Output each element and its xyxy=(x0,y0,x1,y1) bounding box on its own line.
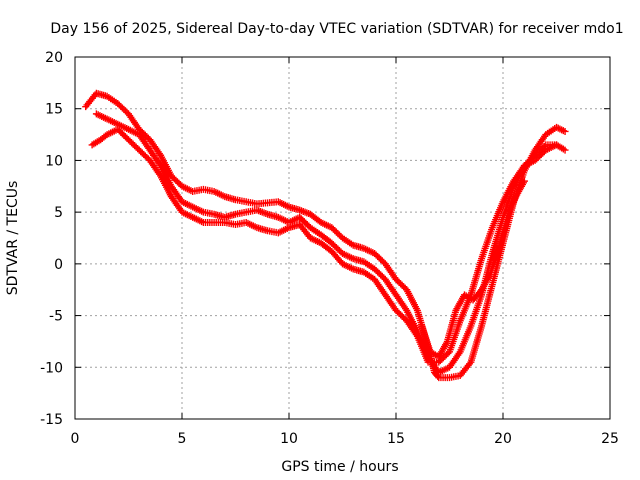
y-tick-label: 0 xyxy=(54,257,63,273)
y-tick-label: -5 xyxy=(49,309,63,325)
data-point xyxy=(520,177,528,185)
plot-frame xyxy=(74,56,611,420)
axis-ticks: 0 5 10 15 20 25 -15 -10 -5 0 5 10 15 20 xyxy=(40,50,619,447)
x-tick-label: 20 xyxy=(494,431,512,447)
data-series xyxy=(82,89,569,382)
y-tick-label: -15 xyxy=(40,412,63,428)
data-point xyxy=(561,127,569,135)
series-B xyxy=(92,110,569,376)
x-tick-label: 5 xyxy=(178,431,187,447)
y-tick-label: 15 xyxy=(45,102,63,118)
y-tick-label: 5 xyxy=(54,205,63,221)
x-axis-label: GPS time / hours xyxy=(281,459,398,475)
data-point xyxy=(561,146,569,154)
data-point xyxy=(444,349,452,357)
x-tick-label: 15 xyxy=(387,431,405,447)
series-D xyxy=(418,177,528,361)
y-axis-label: SDTVAR / TECUs xyxy=(5,181,21,296)
series-C xyxy=(88,125,560,366)
chart-title: Day 156 of 2025, Sidereal Day-to-day VTE… xyxy=(50,21,623,37)
grid xyxy=(75,57,610,419)
x-tick-label: 0 xyxy=(71,431,80,447)
x-tick-label: 25 xyxy=(601,431,619,447)
x-tick-label: 10 xyxy=(280,431,298,447)
y-tick-label: -10 xyxy=(40,360,63,376)
data-point xyxy=(553,141,560,149)
y-tick-label: 20 xyxy=(45,50,63,66)
y-tick-label: 10 xyxy=(45,153,63,169)
